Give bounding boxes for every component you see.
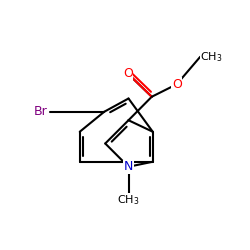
Text: CH$_3$: CH$_3$ [200,50,223,64]
Text: N: N [124,160,133,173]
Text: O: O [123,67,133,80]
Text: O: O [172,78,182,91]
Text: CH$_3$: CH$_3$ [117,194,140,207]
Text: Br: Br [34,105,47,118]
